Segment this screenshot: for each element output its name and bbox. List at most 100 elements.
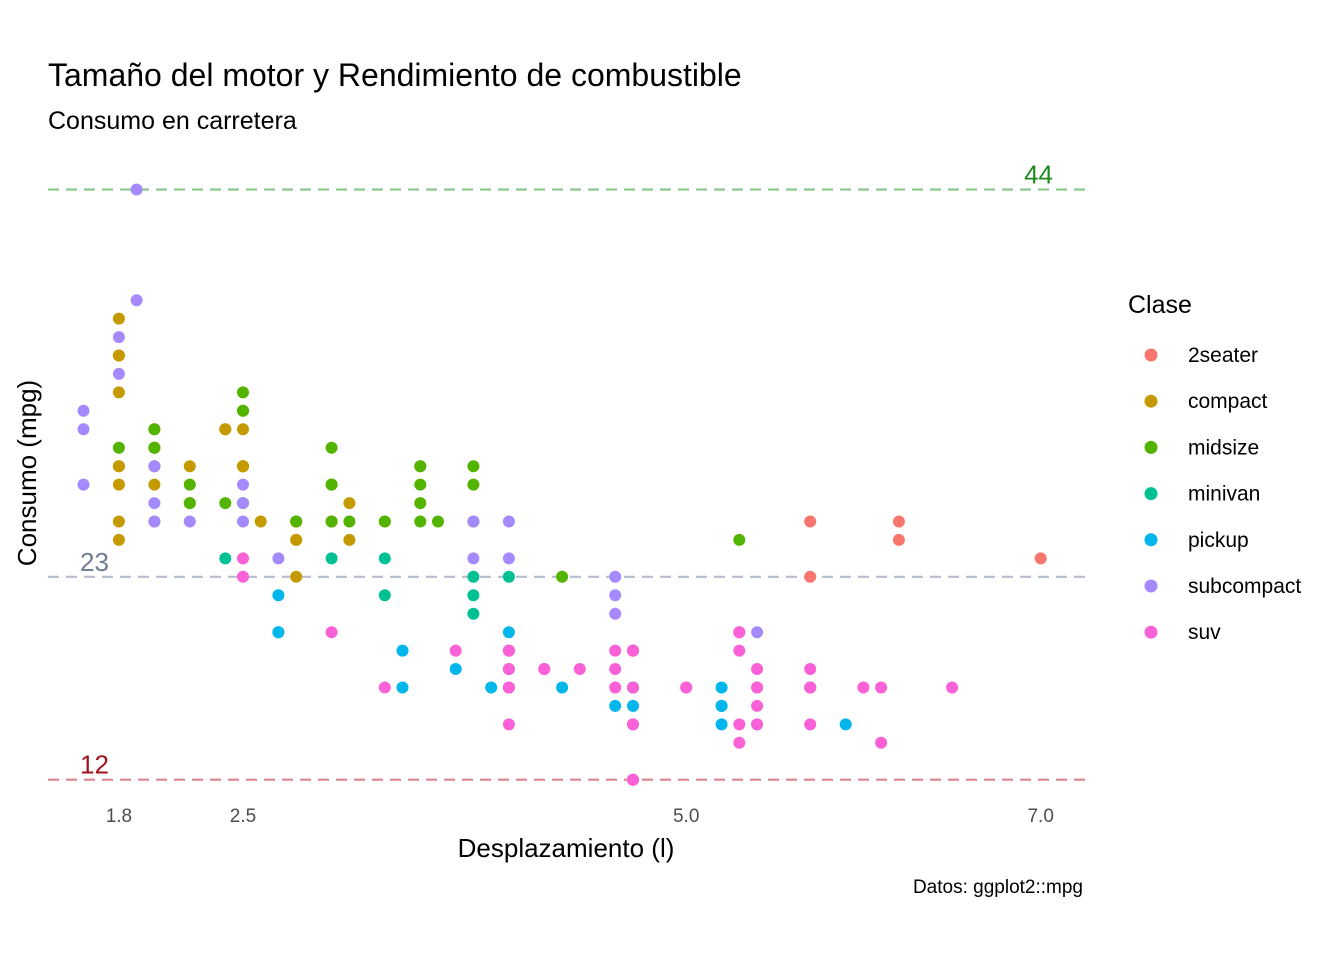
point-subcompact [148,497,161,510]
point-suv [449,644,462,657]
point-minivan [378,552,391,565]
point-subcompact [609,589,622,602]
point-suv [502,663,515,675]
point-suv [751,663,764,675]
point-midsize [325,478,338,491]
point-2seater [892,515,905,528]
point-subcompact [148,460,161,473]
point-midsize [325,515,338,528]
point-suv [733,718,746,731]
point-suv [502,718,515,731]
legend-label-2seater: 2seater [1188,344,1258,367]
point-2seater [892,533,905,546]
point-suv [733,644,746,657]
chart-subtitle: Consumo en carretera [48,107,297,135]
point-pickup [627,699,639,712]
point-midsize [325,441,338,454]
point-midsize [290,515,303,528]
point-suv [875,736,888,749]
point-pickup [272,626,285,639]
point-pickup [485,681,498,694]
x-tick-label: 2.5 [230,806,256,827]
point-suv [733,626,746,639]
x-tick-label: 5.0 [673,806,699,827]
point-pickup [396,644,409,657]
point-midsize [183,478,196,491]
point-pickup [715,681,728,694]
point-pickup [502,626,515,639]
point-subcompact [502,552,515,565]
legend-label-compact: compact [1188,390,1268,413]
point-subcompact [609,570,622,583]
legend-title: Clase [1128,291,1192,319]
point-suv [946,681,959,694]
point-suv [573,663,586,675]
point-2seater [804,515,817,528]
point-suv [804,663,817,675]
point-subcompact [130,294,143,307]
point-midsize [237,386,249,399]
point-midsize [237,404,249,417]
point-subcompact [183,515,196,528]
point-compact [237,460,249,473]
legend-label-suv: suv [1188,621,1221,644]
point-subcompact [77,423,90,436]
point-compact [112,312,125,325]
point-subcompact [237,515,249,528]
point-2seater [1034,552,1047,565]
point-subcompact [609,607,622,620]
point-subcompact [112,331,125,344]
point-midsize [467,478,480,491]
point-midsize [556,570,569,583]
point-subcompact [77,404,90,417]
legend: Clase 2seater compact midsize minivan pickup… [1128,291,1301,644]
point-suv [237,570,249,583]
point-compact [183,460,196,473]
point-midsize [148,423,161,436]
point-suv [804,681,817,694]
point-compact [290,570,303,583]
point-subcompact [77,478,90,491]
point-minivan [502,570,515,583]
point-midsize [733,533,746,546]
point-subcompact [467,515,480,528]
point-compact [343,497,356,510]
point-pickup [272,589,285,602]
point-subcompact [112,367,125,380]
legend-label-subcompact: subcompact [1188,575,1301,598]
point-compact [148,478,161,491]
reference-label-44: 44 [1024,160,1053,190]
point-subcompact [237,497,249,510]
point-suv [751,681,764,694]
point-midsize [378,515,391,528]
point-suv [609,644,622,657]
legend-label-pickup: pickup [1188,529,1249,552]
point-suv [875,681,888,694]
point-suv [609,681,622,694]
point-suv [538,663,551,675]
x-axis-ticks: 1.8 2.5 5.0 7.0 [106,806,1054,827]
legend-key-compact [1144,394,1158,408]
point-compact [112,533,125,546]
point-compact [112,515,125,528]
point-suv [627,681,639,694]
point-2seater [804,570,817,583]
reference-label-23: 23 [80,547,109,577]
point-minivan [325,552,338,565]
legend-label-minivan: minivan [1188,483,1260,506]
point-suv [857,681,870,694]
point-suv [325,626,338,639]
data-points [77,183,1047,786]
point-suv [804,718,817,731]
legend-key-2seater [1144,348,1158,362]
point-compact [290,533,303,546]
legend-key-subcompact [1144,579,1158,593]
point-pickup [556,681,569,694]
point-minivan [467,607,480,620]
point-pickup [396,681,409,694]
point-minivan [467,570,480,583]
point-suv [627,718,639,731]
point-suv [609,663,622,675]
y-axis-label: Consumo (mpg) [12,380,42,566]
point-pickup [715,699,728,712]
